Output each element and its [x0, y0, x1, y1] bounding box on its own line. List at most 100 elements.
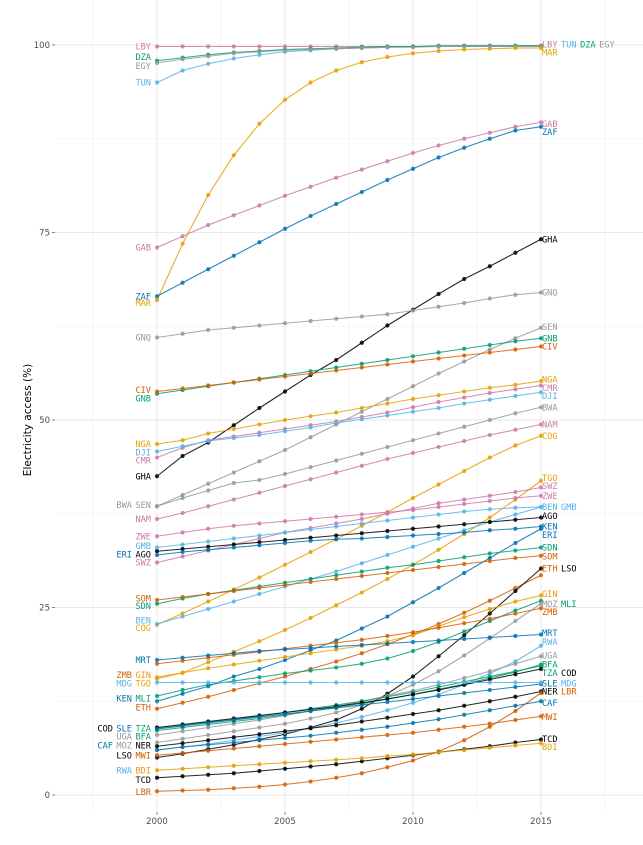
data-point — [538, 405, 544, 410]
start-label: AGO — [135, 550, 151, 560]
data-point — [282, 483, 288, 489]
end-label: TUN — [561, 40, 577, 50]
data-point — [334, 537, 339, 542]
data-point — [513, 387, 518, 392]
end-label: MWI — [542, 713, 558, 723]
end-label: NAM — [542, 421, 558, 431]
start-label: MAR — [135, 299, 151, 309]
data-point — [154, 294, 160, 299]
series-line — [156, 506, 542, 549]
data-point — [385, 656, 390, 661]
data-point — [282, 766, 288, 771]
start-label: SWZ — [135, 559, 151, 569]
data-point — [436, 717, 441, 722]
end-label: KEN — [542, 523, 558, 533]
data-point — [154, 455, 160, 460]
data-point — [538, 524, 544, 529]
data-point — [513, 250, 518, 255]
series-ago — [154, 515, 544, 554]
end-label: GMB — [561, 503, 577, 513]
data-point — [487, 555, 492, 561]
data-point — [462, 724, 467, 729]
data-point — [462, 438, 467, 444]
data-point — [257, 521, 262, 526]
data-point — [436, 531, 441, 537]
data-point — [308, 435, 313, 440]
series-line — [156, 47, 541, 301]
data-point — [436, 687, 441, 693]
data-point — [538, 336, 544, 341]
data-point — [154, 552, 160, 558]
data-point — [231, 687, 236, 693]
data-point — [410, 720, 416, 726]
data-point — [231, 213, 236, 218]
series-line — [156, 603, 542, 744]
data-point — [385, 724, 390, 729]
data-point — [206, 742, 211, 747]
series-nga — [154, 378, 544, 447]
end-label: ETH — [542, 565, 558, 575]
series-line — [156, 528, 542, 702]
data-point — [180, 438, 185, 443]
end-label: LBR — [561, 688, 577, 698]
data-point — [334, 514, 339, 519]
data-point — [436, 708, 441, 713]
data-point — [359, 409, 364, 414]
data-point — [334, 569, 339, 574]
data-point — [257, 658, 262, 663]
data-point — [334, 175, 339, 180]
data-point — [538, 573, 544, 578]
data-point — [513, 512, 518, 517]
data-point — [538, 566, 544, 571]
data-point — [462, 621, 467, 626]
start-label: GNB — [135, 394, 151, 404]
series-mar — [154, 45, 544, 303]
data-point — [359, 340, 364, 345]
data-point — [334, 470, 339, 475]
data-point — [359, 167, 364, 172]
start-label: CIV — [135, 386, 151, 396]
data-point — [538, 690, 544, 696]
data-point — [385, 715, 390, 720]
data-point — [513, 680, 518, 685]
data-point — [282, 657, 288, 663]
start-label: BWA — [116, 501, 132, 511]
data-point — [231, 44, 236, 49]
data-point — [257, 477, 262, 483]
data-point — [410, 354, 416, 359]
end-label: BFA — [542, 661, 558, 671]
data-point — [206, 725, 211, 730]
series-line — [156, 384, 542, 459]
start-label: EGY — [135, 62, 151, 72]
data-point — [334, 644, 339, 649]
data-point — [410, 648, 416, 654]
series-line — [156, 555, 542, 601]
data-point — [282, 193, 288, 198]
start-label: MWI — [135, 751, 151, 761]
data-point — [538, 632, 544, 637]
data-point — [436, 399, 441, 405]
data-point — [385, 732, 390, 738]
data-point — [410, 562, 416, 567]
data-point — [334, 737, 339, 742]
data-point — [308, 615, 313, 621]
data-point — [385, 614, 390, 619]
data-point — [334, 659, 339, 664]
data-point — [308, 184, 313, 189]
data-point — [334, 357, 339, 363]
data-point — [180, 658, 185, 663]
data-point — [538, 601, 544, 606]
data-point — [180, 655, 185, 660]
end-label: GHA — [542, 235, 558, 245]
end-label: TZA — [542, 669, 558, 679]
data-point — [436, 405, 441, 411]
data-point — [154, 789, 160, 794]
data-point — [487, 296, 492, 301]
x-tick-label: 2010 — [402, 817, 424, 827]
data-point — [487, 397, 492, 402]
data-point — [334, 524, 339, 529]
data-point — [359, 521, 364, 526]
data-point — [180, 546, 185, 552]
start-label: BFA — [135, 733, 151, 743]
data-point — [513, 703, 518, 708]
